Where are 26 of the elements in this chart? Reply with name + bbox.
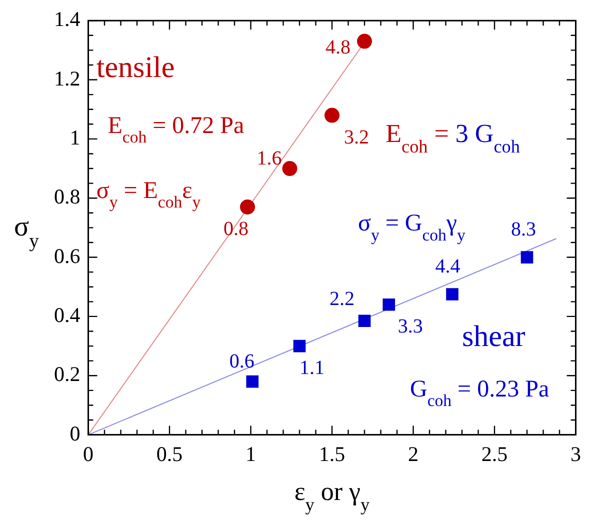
annotation: 2.2 (330, 288, 354, 310)
y-tick-label: 1.4 (54, 7, 81, 32)
y-tick-label: 0.4 (54, 302, 81, 327)
y-tick-label: 0.6 (54, 244, 80, 268)
x-tick-label: 1 (246, 442, 256, 466)
annotation: 3.3 (398, 316, 423, 338)
x-tick-label: 0.5 (156, 442, 183, 466)
y-tick-label: 0 (70, 421, 80, 446)
annotation: 4.4 (435, 255, 460, 278)
annotation: tensile (96, 50, 175, 84)
y-tick-label: 0.8 (54, 184, 80, 209)
annotation: 0.6 (229, 350, 254, 373)
annotation: 4.8 (326, 36, 350, 58)
y-tick-label: 1 (70, 125, 80, 150)
annotation: 1.6 (256, 148, 282, 170)
annotation: 3.2 (344, 126, 369, 148)
x-tick-label: 1.5 (318, 442, 346, 466)
x-tick-label: 3 (570, 442, 581, 466)
y-tick-label: 1.2 (54, 66, 80, 90)
annotation: 1.1 (300, 357, 324, 380)
x-tick-label: 2 (408, 442, 418, 466)
annotation: shear (462, 320, 526, 354)
x-tick-label: 2.5 (481, 442, 508, 466)
y-tick-label: 0.2 (54, 362, 80, 386)
annotation: 0.8 (224, 218, 248, 240)
annotation: 8.3 (511, 218, 536, 240)
